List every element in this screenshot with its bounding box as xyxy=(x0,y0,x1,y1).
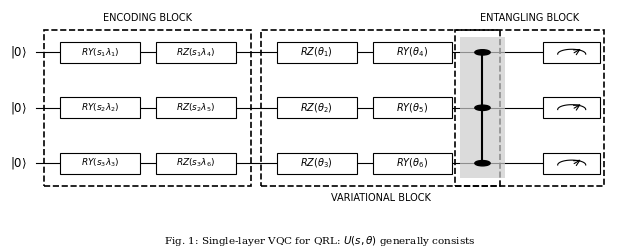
Text: $RZ(s_3\lambda_6)$: $RZ(s_3\lambda_6)$ xyxy=(176,157,215,169)
FancyBboxPatch shape xyxy=(277,153,356,174)
Text: VARIATIONAL BLOCK: VARIATIONAL BLOCK xyxy=(331,193,431,203)
Bar xyxy=(261,30,500,186)
FancyBboxPatch shape xyxy=(543,42,600,63)
Text: $|0\rangle$: $|0\rangle$ xyxy=(10,44,27,60)
Text: $RY(\theta_5)$: $RY(\theta_5)$ xyxy=(396,101,428,115)
FancyBboxPatch shape xyxy=(60,97,140,118)
Circle shape xyxy=(475,50,490,55)
FancyBboxPatch shape xyxy=(156,42,236,63)
FancyBboxPatch shape xyxy=(277,97,356,118)
FancyBboxPatch shape xyxy=(543,153,600,174)
FancyBboxPatch shape xyxy=(372,97,452,118)
Text: $RY(s_3\lambda_3)$: $RY(s_3\lambda_3)$ xyxy=(81,157,120,169)
Text: $RZ(s_1\lambda_4)$: $RZ(s_1\lambda_4)$ xyxy=(176,46,215,59)
FancyBboxPatch shape xyxy=(156,153,236,174)
Text: $RZ(\theta_3)$: $RZ(\theta_3)$ xyxy=(300,156,333,170)
Circle shape xyxy=(475,160,490,166)
FancyBboxPatch shape xyxy=(60,153,140,174)
Bar xyxy=(460,37,505,178)
Text: ENTANGLING BLOCK: ENTANGLING BLOCK xyxy=(480,13,579,23)
FancyBboxPatch shape xyxy=(372,42,452,63)
FancyBboxPatch shape xyxy=(372,153,452,174)
Bar xyxy=(44,30,252,186)
FancyBboxPatch shape xyxy=(277,42,356,63)
Text: $|0\rangle$: $|0\rangle$ xyxy=(10,155,27,171)
Bar xyxy=(456,30,604,186)
Text: $RY(\theta_6)$: $RY(\theta_6)$ xyxy=(396,156,428,170)
Text: $RZ(\theta_2)$: $RZ(\theta_2)$ xyxy=(300,101,333,115)
Text: $RZ(s_2\lambda_5)$: $RZ(s_2\lambda_5)$ xyxy=(176,101,215,114)
Text: ENCODING BLOCK: ENCODING BLOCK xyxy=(104,13,193,23)
Circle shape xyxy=(475,105,490,110)
Text: $RZ(\theta_1)$: $RZ(\theta_1)$ xyxy=(300,46,333,59)
Text: $RY(s_2\lambda_2)$: $RY(s_2\lambda_2)$ xyxy=(81,101,120,114)
Text: $RY(\theta_4)$: $RY(\theta_4)$ xyxy=(396,46,428,59)
FancyBboxPatch shape xyxy=(543,97,600,118)
FancyBboxPatch shape xyxy=(60,42,140,63)
Text: $|0\rangle$: $|0\rangle$ xyxy=(10,100,27,116)
Text: $RY(s_1\lambda_1)$: $RY(s_1\lambda_1)$ xyxy=(81,46,120,59)
FancyBboxPatch shape xyxy=(156,97,236,118)
Text: Fig. 1: Single-layer VQC for QRL: $U(s,\theta)$ generally consists: Fig. 1: Single-layer VQC for QRL: $U(s,\… xyxy=(164,234,476,248)
